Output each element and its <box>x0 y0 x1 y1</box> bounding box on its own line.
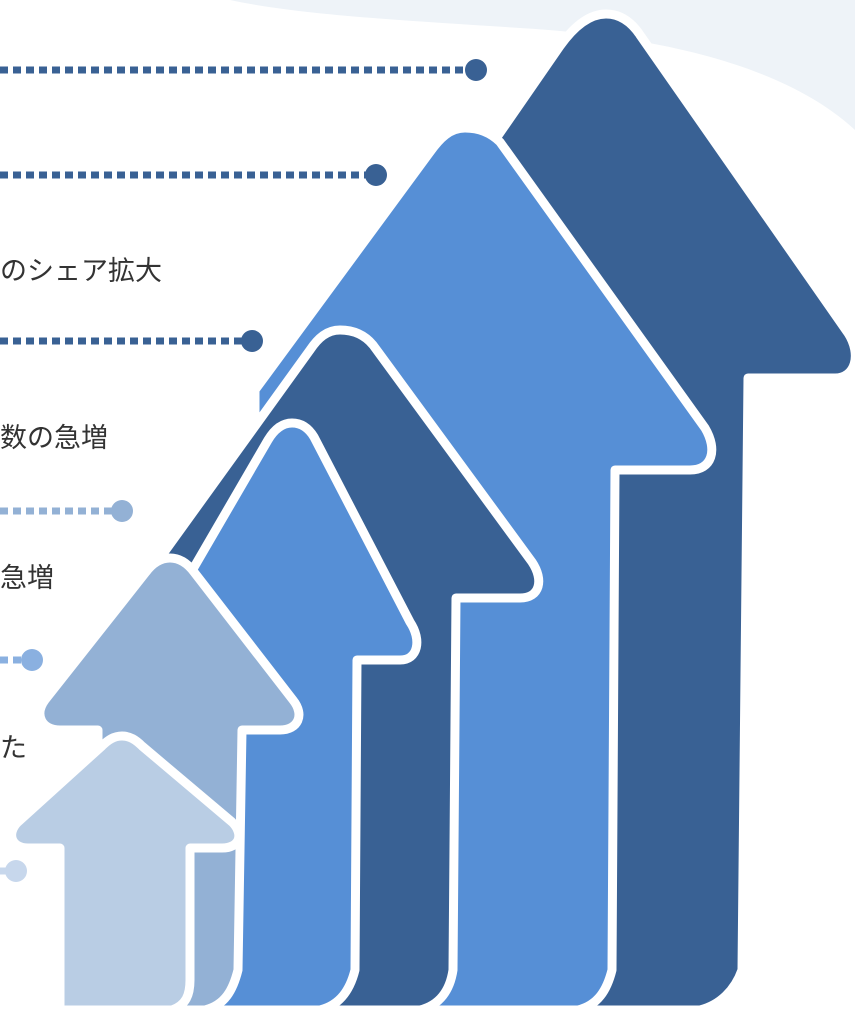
label-share-expansion: のシェア拡大 <box>0 256 162 287</box>
arrow-6 <box>7 731 244 1015</box>
connector-dot-3 <box>241 330 263 352</box>
connector-dot-6 <box>5 860 27 882</box>
connector-line-6 <box>0 860 27 882</box>
connector-dot-4 <box>111 500 133 522</box>
connector-dot-2 <box>365 164 387 186</box>
label-truncated: た <box>0 733 27 764</box>
label-sharp-increase-count: 数の急増 <box>0 423 108 454</box>
connector-line-3 <box>0 330 263 352</box>
connector-dot-5 <box>21 649 43 671</box>
connector-line-4 <box>0 500 133 522</box>
connector-dot-1 <box>465 59 487 81</box>
connector-line-1 <box>0 59 487 81</box>
label-sharp-increase: 急増 <box>0 563 54 594</box>
connector-line-5 <box>0 649 43 671</box>
connector-line-2 <box>0 164 387 186</box>
